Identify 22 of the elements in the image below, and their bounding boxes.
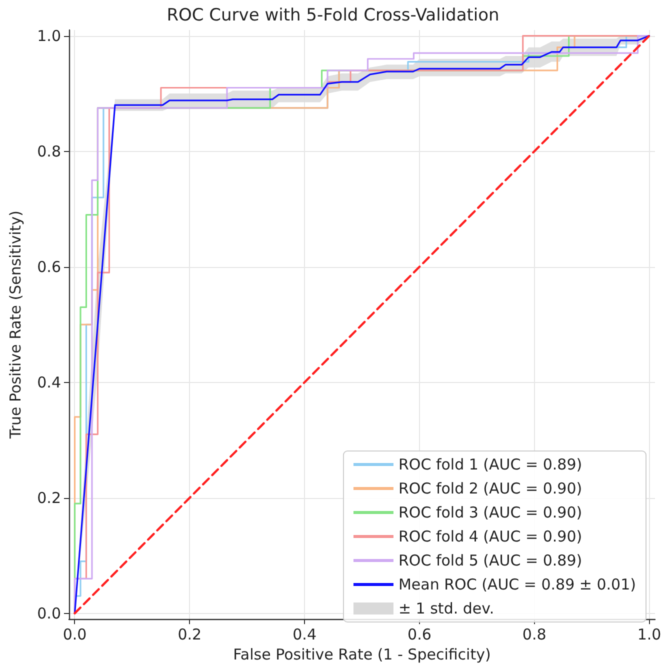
y-axis-title: True Positive Rate (Sensitivity) [6, 210, 24, 440]
x-tick-label: 1.0 [637, 626, 662, 644]
legend-label: ROC fold 5 (AUC = 0.89) [398, 552, 582, 570]
x-tick-label: 0.0 [62, 626, 87, 644]
legend-label: ROC fold 1 (AUC = 0.89) [398, 456, 582, 474]
legend-label: ROC fold 3 (AUC = 0.90) [398, 504, 582, 522]
y-tick-label: 1.0 [37, 26, 61, 45]
chart-title: ROC Curve with 5-Fold Cross-Validation [166, 6, 500, 26]
y-tick-label: 0.4 [37, 373, 61, 392]
x-tick-label: 0.8 [522, 626, 546, 644]
y-tick-label: 0.0 [37, 604, 61, 622]
legend-label: ± 1 std. dev. [398, 600, 494, 618]
legend-label: Mean ROC (AUC = 0.89 ± 0.01) [398, 576, 636, 594]
y-tick-label: 0.2 [37, 488, 61, 507]
x-tick-label: 0.4 [292, 626, 316, 644]
x-axis-title: False Positive Rate (1 - Specificity) [233, 646, 491, 664]
legend-label: ROC fold 4 (AUC = 0.90) [398, 528, 582, 546]
y-tick-label: 0.6 [37, 258, 61, 276]
x-tick-label: 0.6 [408, 626, 432, 644]
legend-label: ROC fold 2 (AUC = 0.90) [398, 480, 582, 498]
y-tick-label: 0.8 [37, 142, 61, 160]
x-tick-label: 0.2 [178, 626, 202, 644]
